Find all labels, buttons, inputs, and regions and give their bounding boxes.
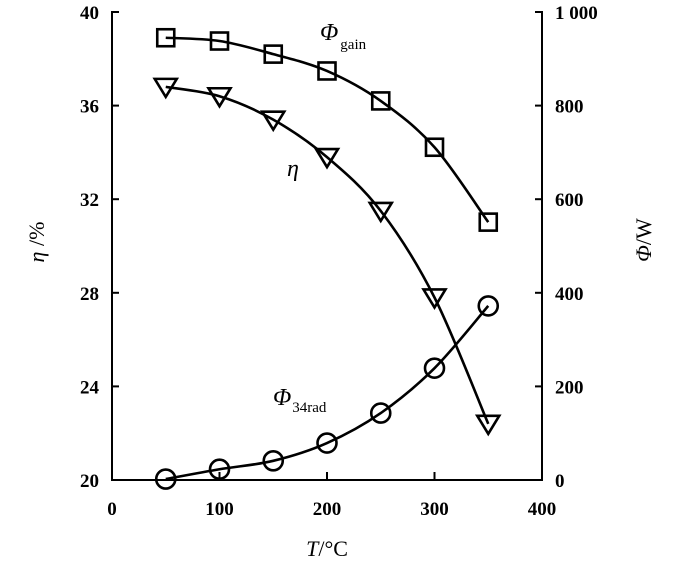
- left-y-tick-label: 20: [80, 471, 99, 492]
- data-point-triangle: [206, 86, 233, 109]
- left-y-tick-label: 24: [80, 377, 100, 398]
- data-point-circle: [208, 458, 231, 481]
- data-point-square: [209, 31, 230, 51]
- series-label-phi-gain-sub: gain: [340, 37, 366, 53]
- right-y-tick-label: 400: [555, 284, 584, 305]
- series-label-phi-34rad-main: Φ: [273, 385, 291, 411]
- data-point-circle: [316, 432, 338, 454]
- right-y-axis-unit: /W: [631, 218, 656, 245]
- left-y-axis-unit: /%: [24, 222, 49, 252]
- data-point-triangle: [152, 77, 180, 100]
- x-axis-symbol: T: [306, 536, 320, 561]
- right-y-ticks: 0 200 400 600 800 1 000: [535, 3, 598, 492]
- left-y-tick-label: 28: [80, 284, 99, 305]
- right-y-tick-label: 800: [555, 97, 584, 118]
- data-point-triangle: [421, 288, 448, 310]
- data-point-square: [478, 212, 499, 232]
- data-point-square: [263, 44, 284, 64]
- left-y-axis-symbol: η: [24, 252, 49, 263]
- x-tick-label: 400: [528, 499, 557, 520]
- data-point-circle: [369, 402, 392, 424]
- data-point-circle: [423, 357, 446, 379]
- data-point-triangle: [474, 414, 502, 437]
- right-y-tick-label: 600: [555, 190, 584, 211]
- series-phi-gain: [155, 27, 499, 232]
- left-y-axis-title: η /%: [24, 222, 49, 263]
- series-line-phi-34rad: [165, 305, 490, 481]
- x-tick-label: 200: [313, 499, 342, 520]
- right-y-axis-symbol: Φ: [631, 245, 656, 262]
- series-line-phi-gain: [165, 36, 490, 223]
- series-eta: [152, 77, 502, 437]
- x-tick-label: 0: [107, 499, 117, 520]
- x-axis-unit: /°C: [318, 536, 348, 561]
- series-label-phi-gain-main: Φ: [320, 20, 338, 46]
- left-y-ticks: 20 24 28 32 36 40: [80, 3, 119, 492]
- data-point-square: [370, 91, 391, 111]
- x-ticks: 0 100 200 300 400: [107, 472, 556, 520]
- data-point-circle: [262, 450, 285, 472]
- series-layer: [152, 27, 502, 490]
- right-y-tick-label: 0: [555, 471, 565, 492]
- data-point-circle: [154, 468, 177, 490]
- data-point-square: [424, 137, 445, 158]
- data-point-square: [155, 27, 176, 48]
- left-y-tick-label: 32: [80, 190, 99, 211]
- data-point-triangle: [313, 147, 341, 170]
- series-label-eta-main: η: [287, 156, 299, 182]
- right-y-tick-label: 1 000: [555, 3, 598, 24]
- left-y-tick-label: 36: [80, 97, 99, 118]
- right-y-axis-title: Φ/W: [631, 218, 656, 262]
- right-y-tick-label: 200: [555, 377, 584, 398]
- series-line-eta: [165, 85, 490, 425]
- series-label-eta: η: [287, 156, 299, 182]
- series-phi-34rad: [154, 295, 500, 490]
- series-label-phi-34rad-sub: 34rad: [292, 400, 327, 416]
- series-label-phi-34rad: Φ34rad: [273, 385, 327, 416]
- data-point-circle: [477, 295, 500, 317]
- x-axis-title: T/°C: [306, 536, 348, 561]
- data-point-triangle: [367, 201, 395, 224]
- data-point-square: [317, 61, 337, 81]
- left-y-tick-label: 40: [80, 3, 99, 24]
- data-point-triangle: [259, 110, 287, 133]
- x-tick-label: 300: [420, 499, 449, 520]
- x-tick-label: 100: [205, 499, 234, 520]
